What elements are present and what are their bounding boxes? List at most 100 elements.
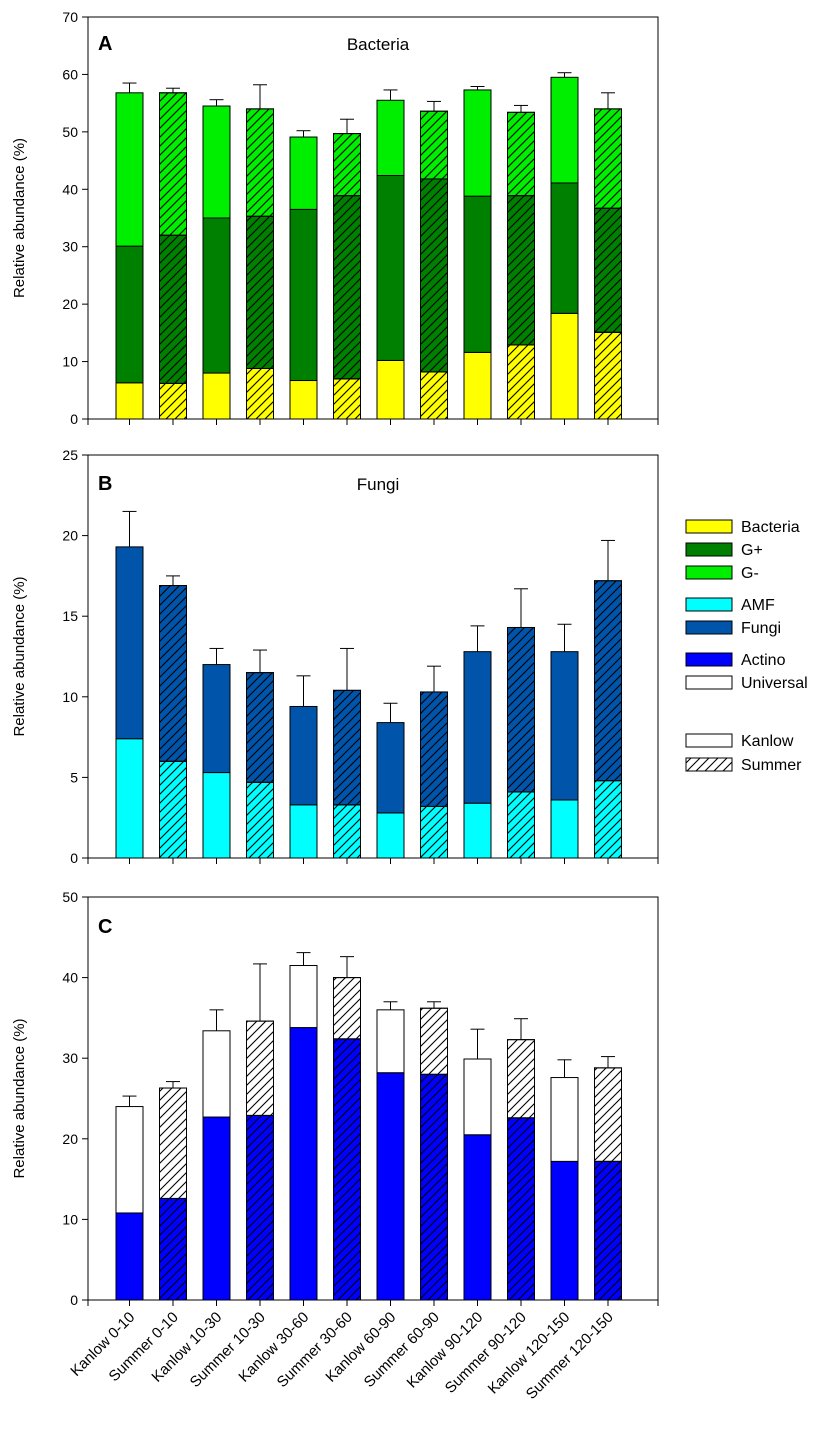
bar-hatch-actino-summer-120-150 <box>594 1160 622 1301</box>
bar-hatch-g-summer-30-60 <box>333 195 361 380</box>
legend: Bacteria G+ G- AMF Fungi Actino Universal Kanlo… <box>685 519 808 774</box>
bar-universal-kanlow-120-150 <box>550 1077 579 1162</box>
bar-actino-kanlow-60-90 <box>376 1072 405 1301</box>
y-tick-label: 30 <box>62 1050 78 1066</box>
legend-swatch-g <box>685 542 733 557</box>
bar-g-kanlow-120-150 <box>550 76 579 184</box>
legend-label-actino: Actino <box>741 652 786 669</box>
bar-g-kanlow-60-90 <box>376 175 405 361</box>
bar-hatch-g-summer-60-90 <box>420 178 448 373</box>
panel-letter: A <box>98 33 112 55</box>
y-tick-label: 40 <box>62 970 78 986</box>
bar-hatch-fungi-summer-60-90 <box>420 691 448 807</box>
legend-hatch-summer <box>685 757 733 772</box>
legend-label-summer: Summer <box>741 757 802 774</box>
x-category-label: Summer 10-30 <box>187 1309 269 1391</box>
bar-universal-kanlow-0-10 <box>115 1106 144 1214</box>
bar-bacteria-kanlow-0-10 <box>115 382 144 420</box>
panel-b: 0 5 10 15 20 25 Relative abundance (%) B Fungi <box>11 447 659 866</box>
bar-hatch-universal-summer-60-90 <box>420 1007 448 1075</box>
bar-actino-kanlow-30-60 <box>289 1027 318 1301</box>
bar-hatch-actino-summer-60-90 <box>420 1073 448 1301</box>
legend-label-bacteria: Bacteria <box>741 519 800 536</box>
panel-a: 0 10 20 30 40 50 60 70 Relative abundance (%) A Ba… <box>11 9 659 427</box>
bar-g-kanlow-60-90 <box>376 99 405 177</box>
legend-swatch-kanlow <box>685 733 733 748</box>
bar-fungi-kanlow-120-150 <box>550 651 579 801</box>
bar-actino-kanlow-90-120 <box>463 1134 492 1301</box>
y-tick-label: 50 <box>62 889 78 905</box>
bar-universal-kanlow-10-30 <box>202 1030 231 1118</box>
y-tick-label: 10 <box>62 1211 78 1227</box>
bar-hatch-g-summer-30-60 <box>333 133 361 197</box>
y-tick-label: 20 <box>62 296 78 312</box>
bar-hatch-universal-summer-10-30 <box>246 1020 274 1116</box>
bar-hatch-universal-summer-120-150 <box>594 1067 622 1162</box>
bar-hatch-g-summer-90-120 <box>507 195 535 346</box>
legend-swatch-g <box>685 565 733 580</box>
x-category-label: Summer 60-90 <box>361 1309 443 1391</box>
bar-hatch-amf-summer-30-60 <box>333 804 361 859</box>
bar-hatch-universal-summer-30-60 <box>333 977 361 1040</box>
bar-hatch-bacteria-summer-60-90 <box>420 371 448 420</box>
panel-title: Fungi <box>357 475 400 494</box>
bar-bacteria-kanlow-60-90 <box>376 359 405 420</box>
legend-swatch-bacteria <box>685 519 733 534</box>
legend-swatch-actino <box>685 652 733 667</box>
bar-hatch-fungi-summer-90-120 <box>507 626 535 793</box>
y-tick-label: 70 <box>62 9 78 25</box>
legend-label-amf: AMF <box>741 597 775 614</box>
panel-c: 0 10 20 30 40 50 Relative abundance (%) C <box>11 889 659 1308</box>
y-axis-label: Relative abundance (%) <box>11 1018 28 1178</box>
y-tick-label: 30 <box>62 239 78 255</box>
bar-g-kanlow-0-10 <box>115 92 144 247</box>
y-tick-label: 20 <box>62 528 78 544</box>
bar-hatch-amf-summer-90-120 <box>507 791 535 859</box>
bar-hatch-actino-summer-0-10 <box>159 1197 187 1301</box>
bar-g-kanlow-120-150 <box>550 182 579 314</box>
bar-fungi-kanlow-60-90 <box>376 722 405 814</box>
panel-letter: C <box>98 916 112 938</box>
bar-hatch-bacteria-summer-90-120 <box>507 344 535 420</box>
bar-hatch-g-summer-60-90 <box>420 110 448 180</box>
y-tick-label: 10 <box>62 354 78 370</box>
bar-fungi-kanlow-10-30 <box>202 664 231 774</box>
legend-label-g: G- <box>741 565 759 582</box>
bar-hatch-amf-summer-0-10 <box>159 760 187 859</box>
bar-g-kanlow-90-120 <box>463 195 492 353</box>
bar-amf-kanlow-120-150 <box>550 799 579 859</box>
bar-g-kanlow-0-10 <box>115 245 144 384</box>
bar-hatch-fungi-summer-0-10 <box>159 585 187 762</box>
bar-fungi-kanlow-30-60 <box>289 705 318 806</box>
legend-label-kanlow: Kanlow <box>741 733 794 750</box>
bar-fungi-kanlow-90-120 <box>463 651 492 804</box>
bar-actino-kanlow-120-150 <box>550 1160 579 1301</box>
bar-hatch-actino-summer-90-120 <box>507 1117 535 1301</box>
bar-hatch-g-summer-120-150 <box>594 108 622 209</box>
bar-g-kanlow-30-60 <box>289 208 318 382</box>
bar-hatch-g-summer-90-120 <box>507 111 535 197</box>
y-tick-label: 50 <box>62 124 78 140</box>
bar-bacteria-kanlow-120-150 <box>550 312 579 420</box>
bar-universal-kanlow-60-90 <box>376 1009 405 1074</box>
legend-label-universal: Universal <box>741 675 808 692</box>
plot-frame <box>87 454 659 859</box>
bar-actino-kanlow-0-10 <box>115 1212 144 1301</box>
bar-g-kanlow-30-60 <box>289 136 318 210</box>
bar-hatch-g-summer-10-30 <box>246 108 274 217</box>
bar-hatch-g-summer-10-30 <box>246 215 274 369</box>
bar-actino-kanlow-10-30 <box>202 1116 231 1301</box>
y-axis-label: Relative abundance (%) <box>11 576 28 736</box>
plot-frame <box>87 896 659 1301</box>
bar-hatch-actino-summer-10-30 <box>246 1114 274 1301</box>
legend-label-fungi: Fungi <box>741 620 781 637</box>
bar-hatch-fungi-summer-120-150 <box>594 580 622 782</box>
bar-hatch-g-summer-0-10 <box>159 234 187 384</box>
panel-letter: B <box>98 473 112 495</box>
plot-frame <box>87 16 659 420</box>
bar-fungi-kanlow-0-10 <box>115 546 144 740</box>
bar-universal-kanlow-30-60 <box>289 965 318 1029</box>
y-axis-label: Relative abundance (%) <box>11 138 28 298</box>
bar-g-kanlow-90-120 <box>463 89 492 197</box>
